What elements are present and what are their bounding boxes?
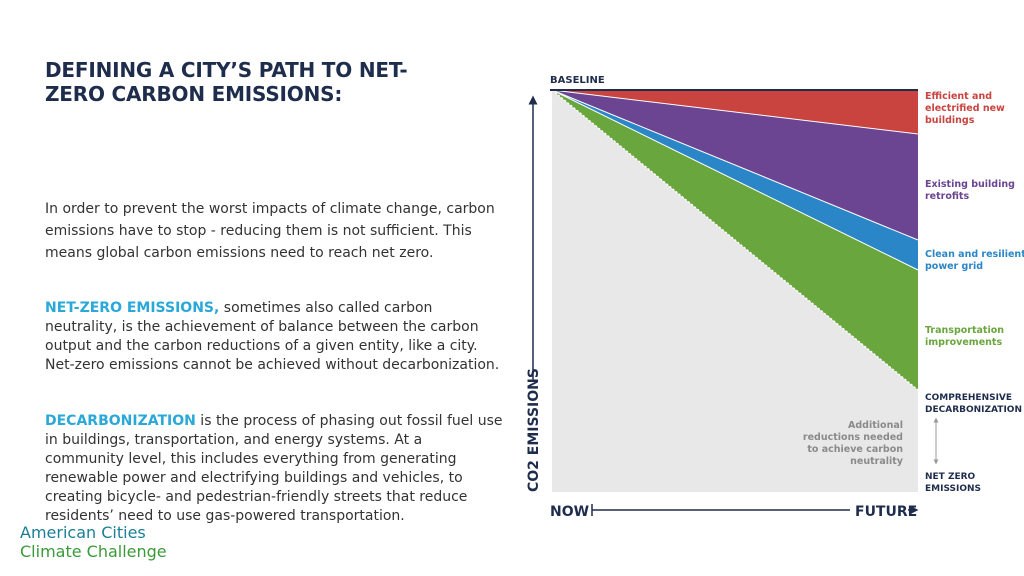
svg-text:Additional: Additional [848, 420, 903, 431]
svg-text:Efficient and: Efficient and [925, 91, 992, 102]
label-new-buildings: Efficient and electrified new buildings [925, 91, 1005, 126]
logo-line-2: Climate Challenge [20, 542, 167, 561]
svg-text:buildings: buildings [925, 115, 975, 126]
decarbonization-text: is the process of phasing out fossil fue… [45, 413, 503, 524]
label-comprehensive-decarbonization: COMPREHENSIVE DECARBONIZATION [925, 393, 1022, 415]
svg-text:retrofits: retrofits [925, 191, 969, 202]
intro-paragraph: In order to prevent the worst impacts of… [45, 201, 495, 261]
baseline-label: BASELINE [550, 75, 605, 86]
svg-text:DECARBONIZATION: DECARBONIZATION [925, 405, 1022, 415]
svg-text:power grid: power grid [925, 261, 983, 272]
label-power-grid: Clean and resilient power grid [925, 249, 1024, 272]
net-zero-term: NET-ZERO EMISSIONS, [45, 300, 220, 316]
separator-1 [551, 89, 919, 135]
decarbonization-paragraph: DECARBONIZATION is the process of phasin… [45, 412, 505, 526]
svg-text:EMISSIONS: EMISSIONS [925, 484, 981, 494]
label-building-retrofits: Existing building retrofits [925, 179, 1015, 202]
y-axis-label: CO2 EMISSIONS [526, 368, 542, 492]
label-transportation: Transportation improvements [925, 325, 1004, 348]
svg-text:neutrality: neutrality [850, 456, 904, 467]
svg-text:Clean and resilient: Clean and resilient [925, 249, 1024, 260]
decarbonization-line [551, 89, 919, 391]
decarbonization-term: DECARBONIZATION [45, 413, 196, 429]
page-title: DEFINING A CITY’S PATH TO NET-ZERO CARBO… [45, 58, 408, 106]
net-zero-text: sometimes also called carbon neutrality,… [45, 300, 500, 373]
svg-text:Transportation: Transportation [925, 325, 1004, 336]
x-axis-future-label: FUTURE [855, 504, 917, 520]
separator-3 [551, 89, 919, 271]
label-net-zero: NET ZERO EMISSIONS [925, 472, 981, 494]
x-axis-now-label: NOW [550, 504, 589, 520]
label-additional-reductions: Additional reductions needed to achieve … [803, 420, 904, 467]
svg-text:improvements: improvements [925, 337, 1002, 348]
svg-text:reductions needed: reductions needed [803, 432, 903, 443]
logo: American Cities Climate Challenge [20, 523, 167, 561]
svg-text:COMPREHENSIVE: COMPREHENSIVE [925, 393, 1012, 403]
svg-text:to achieve carbon: to achieve carbon [807, 444, 903, 455]
svg-text:NET ZERO: NET ZERO [925, 472, 976, 482]
logo-line-1: American Cities [20, 523, 146, 542]
svg-text:electrified new: electrified new [925, 103, 1005, 114]
net-zero-paragraph: NET-ZERO EMISSIONS, sometimes also calle… [45, 299, 505, 375]
svg-text:Existing building: Existing building [925, 179, 1015, 190]
separator-2 [551, 89, 919, 241]
